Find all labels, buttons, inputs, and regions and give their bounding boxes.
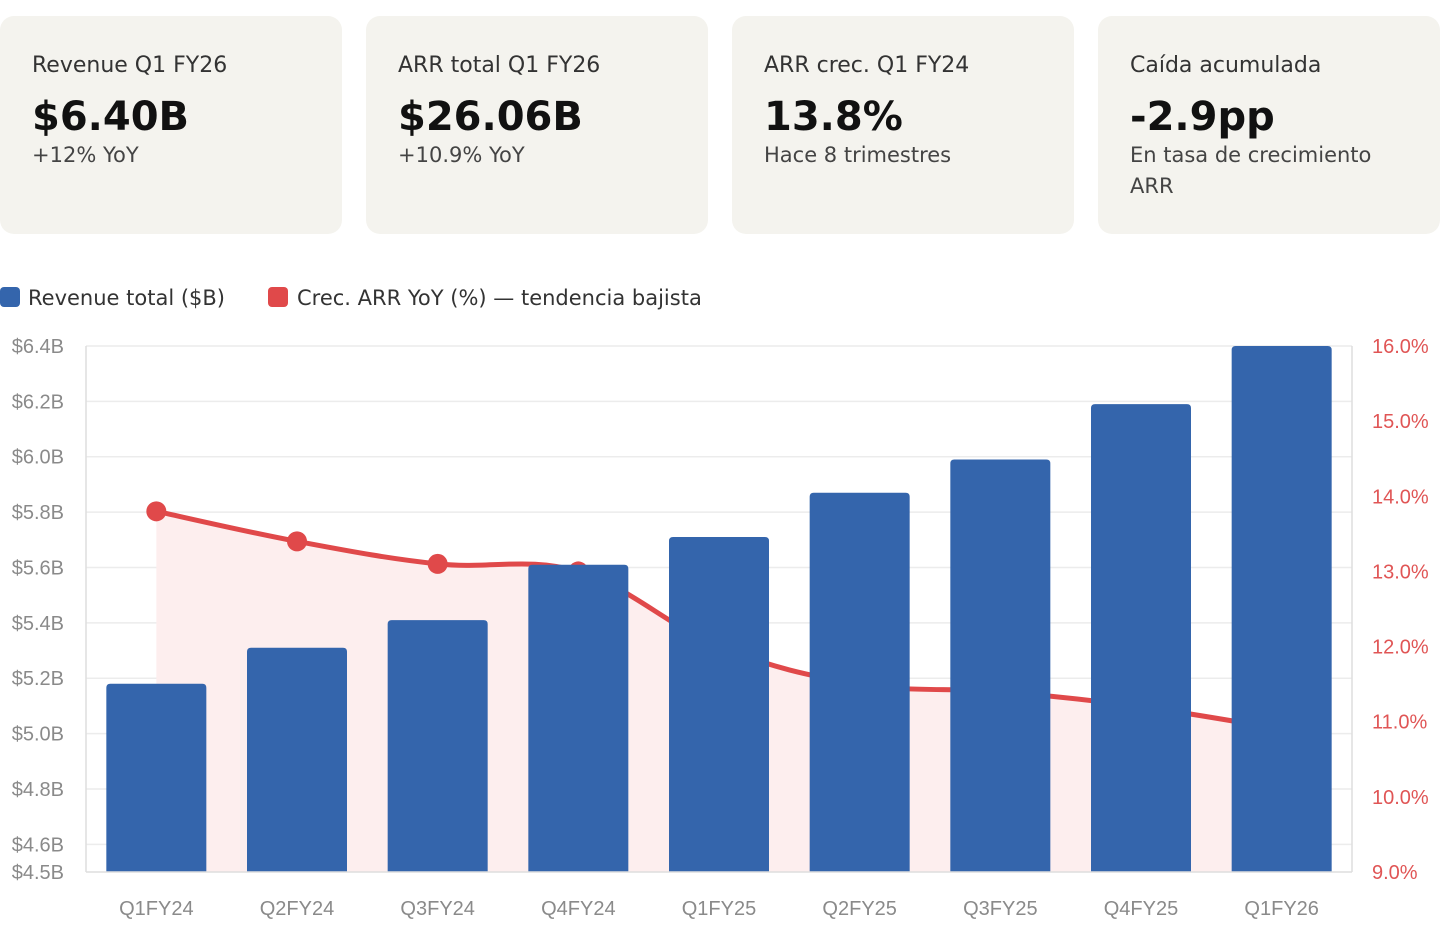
kpi-sub: +10.9% YoY — [398, 143, 525, 167]
y-right-tick-label: 11.0% — [1372, 712, 1427, 734]
x-tick-label: Q1FY25 — [682, 898, 756, 920]
y-left-tick-label: $6.4B — [12, 336, 64, 358]
kpi-card-arr-growth: ARR crec. Q1 FY24 13.8% Hace 8 trimestre… — [732, 16, 1074, 234]
revenue-bar — [247, 647, 347, 872]
y-left-tick-label: $5.4B — [12, 613, 64, 635]
y-left-tick-label: $5.8B — [12, 502, 64, 524]
revenue-bars-layer — [106, 346, 1332, 872]
y-right-tick-label: 12.0% — [1372, 637, 1429, 659]
x-tick-label: Q1FY26 — [1244, 898, 1318, 920]
revenue-bar — [1091, 404, 1191, 872]
kpi-label: Revenue Q1 FY26 — [32, 53, 228, 78]
x-tick-label: Q2FY25 — [822, 898, 896, 920]
y-left-tick-label: $4.8B — [12, 779, 64, 801]
kpi-row: Revenue Q1 FY26 $6.40B +12% YoY ARR tota… — [0, 16, 1440, 234]
kpi-value: 13.8% — [764, 94, 903, 140]
y-right-tick-label: 14.0% — [1372, 486, 1429, 508]
y-right-tick-label: 9.0% — [1372, 862, 1418, 884]
x-tick-label: Q3FY24 — [400, 898, 474, 920]
kpi-sub: +12% YoY — [32, 143, 139, 167]
y-left-tick-label: $4.5B — [12, 862, 64, 884]
y-left-tick-label: $4.6B — [12, 834, 64, 856]
arr-point — [146, 501, 167, 522]
x-tick-label: Q3FY25 — [963, 898, 1037, 920]
legend-swatch-revenue — [0, 287, 20, 307]
y-right-tick-label: 10.0% — [1372, 787, 1429, 809]
x-tick-label: Q4FY25 — [1104, 898, 1178, 920]
chart-axes: $4.5B $4.6B $4.8B $5.0B $5.2B $5.4B $5.6B $5.8B… — [12, 336, 1429, 920]
legend-label-arr: Crec. ARR YoY (%) — tendencia bajista — [297, 286, 702, 310]
arr-point — [287, 531, 307, 552]
y-left-tick-label: $6.2B — [12, 391, 64, 413]
kpi-card-decline: Caída acumulada -2.9pp En tasa de crecim… — [1098, 16, 1440, 234]
revenue-bar — [528, 564, 629, 872]
kpi-sub: Hace 8 trimestres — [764, 143, 952, 167]
legend-swatch-arr — [268, 287, 288, 307]
revenue-bar — [950, 459, 1051, 872]
x-tick-label: Q4FY24 — [541, 898, 615, 920]
y-right-tick-label: 13.0% — [1372, 561, 1429, 583]
x-tick-label: Q2FY24 — [260, 898, 334, 920]
y-left-tick-label: $5.2B — [12, 668, 64, 690]
y-left-tick-label: $5.0B — [12, 724, 64, 746]
revenue-bar — [1231, 346, 1332, 872]
kpi-sub: En tasa de crecimiento ARR — [1130, 143, 1372, 198]
kpi-card-revenue: Revenue Q1 FY26 $6.40B +12% YoY — [0, 16, 342, 234]
kpi-label: ARR crec. Q1 FY24 — [764, 53, 970, 78]
kpi-value: $26.06B — [398, 94, 583, 140]
legend-label-revenue: Revenue total ($B) — [28, 286, 225, 310]
y-left-tick-label: $6.0B — [12, 447, 64, 469]
arr-point — [427, 553, 448, 574]
kpi-label: Caída acumulada — [1130, 53, 1322, 78]
kpi-value: $6.40B — [32, 94, 190, 140]
y-right-tick-label: 15.0% — [1372, 411, 1429, 433]
kpi-value: -2.9pp — [1130, 94, 1275, 140]
revenue-bar — [669, 537, 769, 872]
x-tick-label: Q1FY24 — [119, 898, 193, 920]
combo-chart: $4.5B $4.6B $4.8B $5.0B $5.2B $5.4B $5.6B $5.8B… — [12, 336, 1429, 920]
kpi-card-arr-total: ARR total Q1 FY26 $26.06B +10.9% YoY — [366, 16, 708, 234]
revenue-bar — [387, 620, 488, 872]
y-right-tick-label: 16.0% — [1372, 336, 1429, 358]
revenue-bar — [106, 683, 207, 872]
revenue-bar — [809, 492, 910, 872]
kpi-label: ARR total Q1 FY26 — [398, 53, 601, 78]
y-left-tick-label: $5.6B — [12, 557, 64, 579]
